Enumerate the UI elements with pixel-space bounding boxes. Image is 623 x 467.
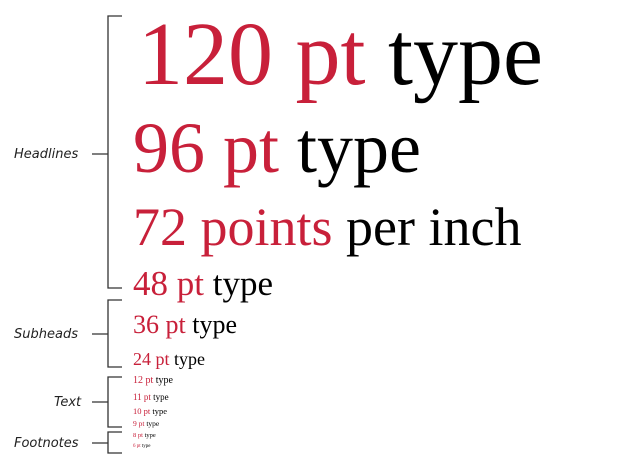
sample-size-label: 10 pt bbox=[133, 406, 151, 416]
category-subheads: Subheads bbox=[14, 327, 78, 342]
sample-24pt: 24 pt type bbox=[133, 350, 205, 368]
sample-96pt: 96 pt type bbox=[133, 112, 421, 184]
headlines-bracket bbox=[92, 15, 122, 289]
sample-word: type bbox=[146, 419, 160, 428]
sample-size-label: 36 pt bbox=[133, 310, 186, 339]
sample-9pt: 9 pt type bbox=[133, 420, 159, 428]
sample-word: type bbox=[141, 444, 151, 449]
sample-120pt: 120 pt type bbox=[138, 10, 543, 100]
sample-size-label: 9 pt bbox=[133, 419, 145, 428]
sample-word: type bbox=[192, 310, 237, 339]
footnotes-bracket bbox=[92, 431, 122, 454]
sample-size-label: 8 pt bbox=[133, 432, 143, 439]
sample-8pt: 8 pt type bbox=[133, 432, 156, 440]
subheads-bracket bbox=[92, 299, 122, 368]
category-headlines: Headlines bbox=[14, 147, 79, 162]
category-text: Text bbox=[54, 395, 82, 410]
sample-size-label: 48 pt bbox=[133, 264, 204, 303]
sample-10pt: 10 pt type bbox=[133, 407, 167, 416]
sample-size-label: 6 pt bbox=[133, 444, 141, 449]
sample-word: per inch bbox=[346, 197, 522, 257]
text-bracket bbox=[92, 376, 122, 428]
sample-size-label: 96 pt bbox=[133, 108, 280, 188]
sample-word: type bbox=[152, 406, 168, 416]
sample-48pt: 48 pt type bbox=[133, 266, 273, 301]
sample-word: type bbox=[212, 264, 273, 303]
sample-word: type bbox=[155, 375, 173, 386]
sample-72pt: 72 points per inch bbox=[133, 200, 521, 254]
sample-word: type bbox=[297, 108, 421, 188]
sample-6pt: 6 pt type bbox=[133, 444, 151, 449]
category-footnotes: Footnotes bbox=[14, 436, 79, 451]
sample-word: type bbox=[144, 432, 156, 439]
sample-word: type bbox=[153, 392, 169, 402]
sample-size-label: 120 pt bbox=[138, 5, 366, 104]
sample-11pt: 11 pt type bbox=[133, 393, 169, 402]
sample-size-label: 12 pt bbox=[133, 375, 154, 386]
sample-size-label: 72 points bbox=[133, 197, 333, 257]
sample-size-label: 11 pt bbox=[133, 392, 151, 402]
sample-36pt: 36 pt type bbox=[133, 312, 237, 338]
sample-size-label: 24 pt bbox=[133, 349, 170, 369]
sample-word: type bbox=[388, 5, 543, 104]
sample-12pt: 12 pt type bbox=[133, 376, 173, 386]
sample-word: type bbox=[174, 349, 206, 369]
